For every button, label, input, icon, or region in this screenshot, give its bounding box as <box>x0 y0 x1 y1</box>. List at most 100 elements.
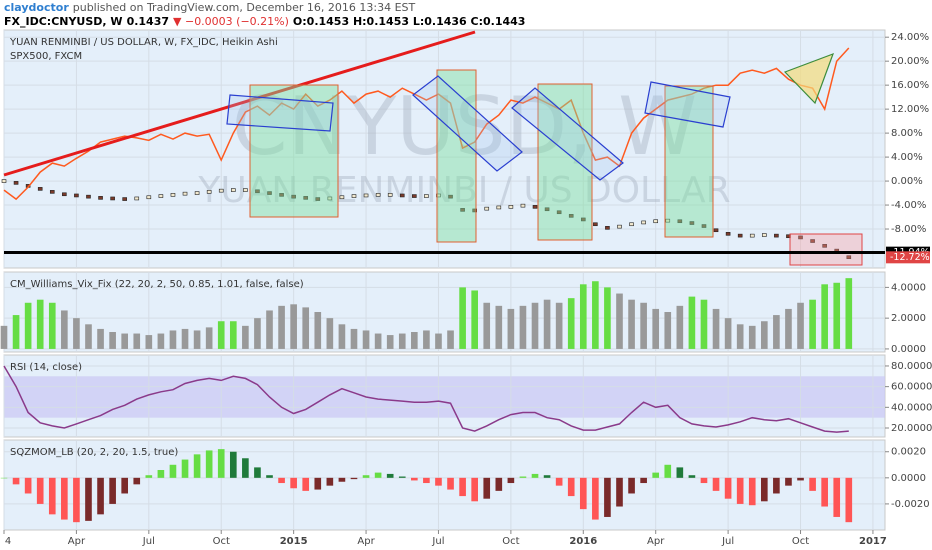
bar <box>664 312 672 349</box>
candle <box>339 195 345 200</box>
candle <box>412 194 417 198</box>
y-tick-label: -8.00% <box>891 224 926 235</box>
bar <box>411 477 418 481</box>
bar <box>290 304 297 349</box>
bar <box>0 325 8 349</box>
candle <box>617 224 622 229</box>
x-tick-label: Jul <box>142 536 155 547</box>
candle <box>846 255 852 260</box>
bar <box>555 477 563 486</box>
x-tick-label: 2016 <box>569 536 597 547</box>
y-tick-label: 20.0000 <box>891 423 932 434</box>
bar <box>567 477 575 497</box>
bar <box>193 454 201 478</box>
bar <box>797 302 804 349</box>
bar <box>169 464 177 478</box>
symbol: FX_IDC:CNYUSD, W <box>4 15 123 28</box>
y-tick-label: 0.0000 <box>891 473 926 484</box>
candle <box>532 205 538 209</box>
candle <box>484 206 490 211</box>
bar <box>652 308 660 349</box>
legend-entry: YUAN RENMINBI / US DOLLAR, W, FX_IDC, He… <box>9 37 278 48</box>
candle <box>580 217 586 222</box>
bar <box>531 302 539 349</box>
bar <box>724 477 732 499</box>
candle <box>822 244 827 248</box>
trend-line <box>3 30 476 177</box>
quote-line: FX_IDC:CNYUSD, W 0.1437 ▼ −0.0003 (−0.21%)… <box>4 15 529 29</box>
bar <box>242 458 249 478</box>
author[interactable]: claydoctor <box>4 1 69 14</box>
x-tick-label: Apr <box>68 536 86 547</box>
bar <box>278 477 285 484</box>
candle <box>231 188 236 192</box>
bar <box>579 284 587 349</box>
bar <box>48 302 56 349</box>
drawings <box>3 30 885 266</box>
candle <box>472 208 477 213</box>
bar <box>0 477 8 479</box>
bar <box>773 315 780 349</box>
candle <box>798 235 803 240</box>
candle <box>206 190 212 194</box>
candle <box>98 196 103 200</box>
bar <box>24 477 32 494</box>
bar <box>362 330 370 349</box>
bar <box>36 477 44 504</box>
candle <box>737 233 743 238</box>
header: claydoctor published on TradingView.com, … <box>4 1 529 29</box>
channel <box>511 87 624 181</box>
candle <box>170 193 176 197</box>
panel-title: CM_Williams_Vix_Fix (22, 20, 2, 50, 0.85… <box>10 279 304 290</box>
candle <box>448 194 453 199</box>
bar <box>242 325 249 349</box>
bar <box>398 333 406 349</box>
candle <box>315 197 321 201</box>
candle <box>749 233 755 238</box>
candle <box>110 196 115 201</box>
channel <box>226 94 334 132</box>
candle <box>74 193 79 198</box>
candle <box>424 194 429 198</box>
y-tick-label: -0.0020 <box>891 499 930 510</box>
bar <box>145 335 153 349</box>
bar <box>314 312 322 349</box>
rsi-band <box>4 376 885 418</box>
y-tick-label: 8.00% <box>891 128 923 139</box>
candle <box>810 239 815 243</box>
candle <box>182 191 188 196</box>
candle <box>267 191 272 195</box>
candle <box>460 208 465 212</box>
bar <box>36 299 44 349</box>
bar <box>73 477 80 523</box>
bar <box>435 477 442 486</box>
bar <box>121 477 129 494</box>
bar <box>531 473 539 478</box>
bar <box>760 477 768 502</box>
bar <box>579 477 587 510</box>
candle <box>762 233 767 237</box>
bar <box>773 477 780 494</box>
bar <box>459 287 466 349</box>
bar <box>676 305 684 349</box>
bar <box>833 282 841 349</box>
bar <box>567 298 575 349</box>
bar <box>543 299 551 349</box>
x-tick-label: 2017 <box>859 536 887 547</box>
change: ▼ −0.0003 (−0.21%) <box>173 15 289 28</box>
candle <box>134 196 140 201</box>
candle <box>37 187 43 191</box>
bar <box>785 477 792 486</box>
bar <box>254 467 261 478</box>
bar <box>459 477 466 497</box>
highlight-box <box>436 69 477 243</box>
triangle <box>783 52 835 105</box>
bar <box>447 330 454 349</box>
y-tick-label: 40.0000 <box>891 402 932 413</box>
bar <box>290 477 297 489</box>
bar <box>423 477 430 484</box>
y-tick-label: 12.00% <box>891 104 929 115</box>
candle <box>677 219 683 224</box>
bar <box>724 318 732 349</box>
bar <box>483 302 491 349</box>
